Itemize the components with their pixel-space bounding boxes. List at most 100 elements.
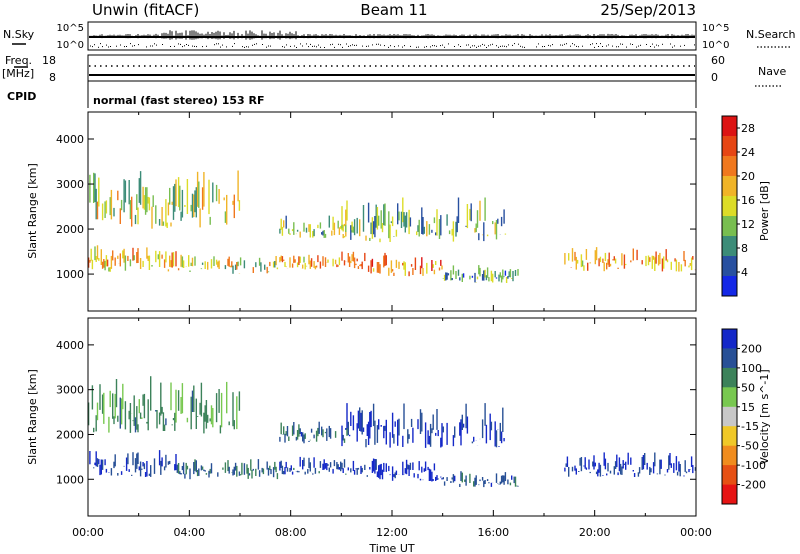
power-axes: 1000 2000 3000 4000 [56,112,697,311]
nsearch-dot [404,45,405,47]
freq-tick-bottom: 8 [49,71,56,84]
velocity-echo-band-5 [564,452,697,477]
date-title: 25/Sep/2013 [600,1,696,19]
nsearch-dot [416,46,417,48]
nsearch-dot [448,43,449,45]
nsearch-dot [312,45,313,47]
velocity-ytick-label-2: 3000 [56,384,84,397]
power-colorbar-swatch-6 [722,156,737,177]
nsearch-dot [376,43,377,45]
nsearch-dot [202,46,203,48]
power-echo-band-8 [89,170,241,229]
nsearch-dot [656,44,657,46]
nsearch-dot [102,46,103,48]
nsearch-dot [284,46,285,48]
nsearch-dot [442,44,443,46]
nsearch-dot [314,45,315,47]
nsearch-dot [578,46,579,48]
cpid-value: normal (fast stereo) 153 RF [93,94,265,107]
nsearch-dot [454,46,455,47]
nsearch-dot [366,45,367,47]
nsearch-dot [468,44,469,46]
nsearch-dot [486,47,487,48]
nsearch-dot [424,46,425,48]
nsearch-dot [402,46,403,48]
power-colorbar-swatch-2 [722,236,737,257]
nave-tick-top: 60 [711,54,725,67]
nsearch-dot [192,45,193,47]
nsearch-dot [418,46,419,48]
nsearch-dot [640,44,641,46]
nsearch-dot [650,46,651,47]
freq-tick-top: 18 [42,54,56,67]
nsearch-dot [472,45,473,47]
nsearch-dot [282,46,283,48]
nsearch-dot [116,45,117,47]
nsearch-dot [316,46,317,48]
nsearch-dot [110,46,111,47]
nsearch-dot [582,45,583,47]
power-echo-band-1 [177,254,279,274]
nsearch-dot [286,44,287,46]
power-frame [87,111,697,312]
nsearch-dot [108,46,109,48]
nsearch-dot [362,45,363,47]
velocity-colorbar: 200 100 50 15 -15 -50 -100 -200 [721,328,766,505]
nsearch-dot [306,43,307,45]
nsearch-tick-top: 10^5 [702,23,729,34]
nsearch-dot [206,45,207,47]
nsky-panel: N.Sky 10^5 10^0 10^5 10^0 N.Search [3,21,796,51]
nsearch-dot [300,43,301,45]
nsearch-dot [466,44,467,46]
nsearch-dot [242,46,243,48]
nsky-label: N.Sky [3,28,35,41]
velocity-ylabel: Slant Range [km] [26,369,39,465]
nsearch-dot [320,46,321,48]
nsearch-dot [90,45,91,47]
nsearch-dot [612,45,613,47]
power-cbar-label: Power [dB] [758,181,771,241]
freq-frame [87,54,697,82]
nave-tick-bottom: 0 [711,71,718,84]
nsearch-dot [138,44,139,46]
velocity-colorbar-tick-label-7: -200 [741,479,766,492]
power-colorbar-tick-label-1: 8 [741,242,748,255]
nsearch-dot [248,46,249,48]
xtick-label-0: 00:00 [72,526,104,539]
velocity-colorbar-tick-label-4: -15 [741,420,759,433]
power-colorbar: 4 8 12 16 20 24 28 [721,115,755,297]
nsearch-dot [504,45,505,47]
nsearch-dot [538,43,539,45]
velocity-ytick-label-0: 1000 [56,473,84,486]
nsearch-dot [332,43,333,45]
velocity-colorbar-tick-label-2: 50 [741,381,755,394]
velocity-echo-band-6 [341,403,505,448]
time-axis: 00:00 04:00 08:00 12:00 16:00 20:00 00:00 [72,526,712,539]
nsearch-dot [608,44,609,46]
nsearch-dot [268,45,269,47]
power-ytick-label-0: 1000 [56,268,84,281]
nsearch-dot [522,46,523,48]
power-ytick-label-1: 2000 [56,223,84,236]
xtick-label-1: 04:00 [173,526,205,539]
nsearch-dot [426,46,427,48]
nsearch-dot [134,45,135,47]
nsearch-dot [458,44,459,46]
nsearch-dot [654,46,655,48]
nsearch-dot [674,45,675,47]
velocity-cbar-label: Velocity [m s^-1] [758,369,771,464]
nsearch-dot [694,44,695,46]
nsearch-dot [432,45,433,47]
nsearch-dot [154,43,155,45]
nsearch-dot [506,46,507,48]
nsearch-dot [548,44,549,46]
nsearch-dot [132,45,133,47]
nsearch-dot [502,45,503,47]
velocity-colorbar-swatch-3 [722,387,737,408]
nsearch-dot [348,45,349,47]
nsearch-dot [340,44,341,46]
nsearch-dot [308,46,309,48]
nsearch-dot [496,45,497,47]
nsearch-dot [226,46,227,48]
